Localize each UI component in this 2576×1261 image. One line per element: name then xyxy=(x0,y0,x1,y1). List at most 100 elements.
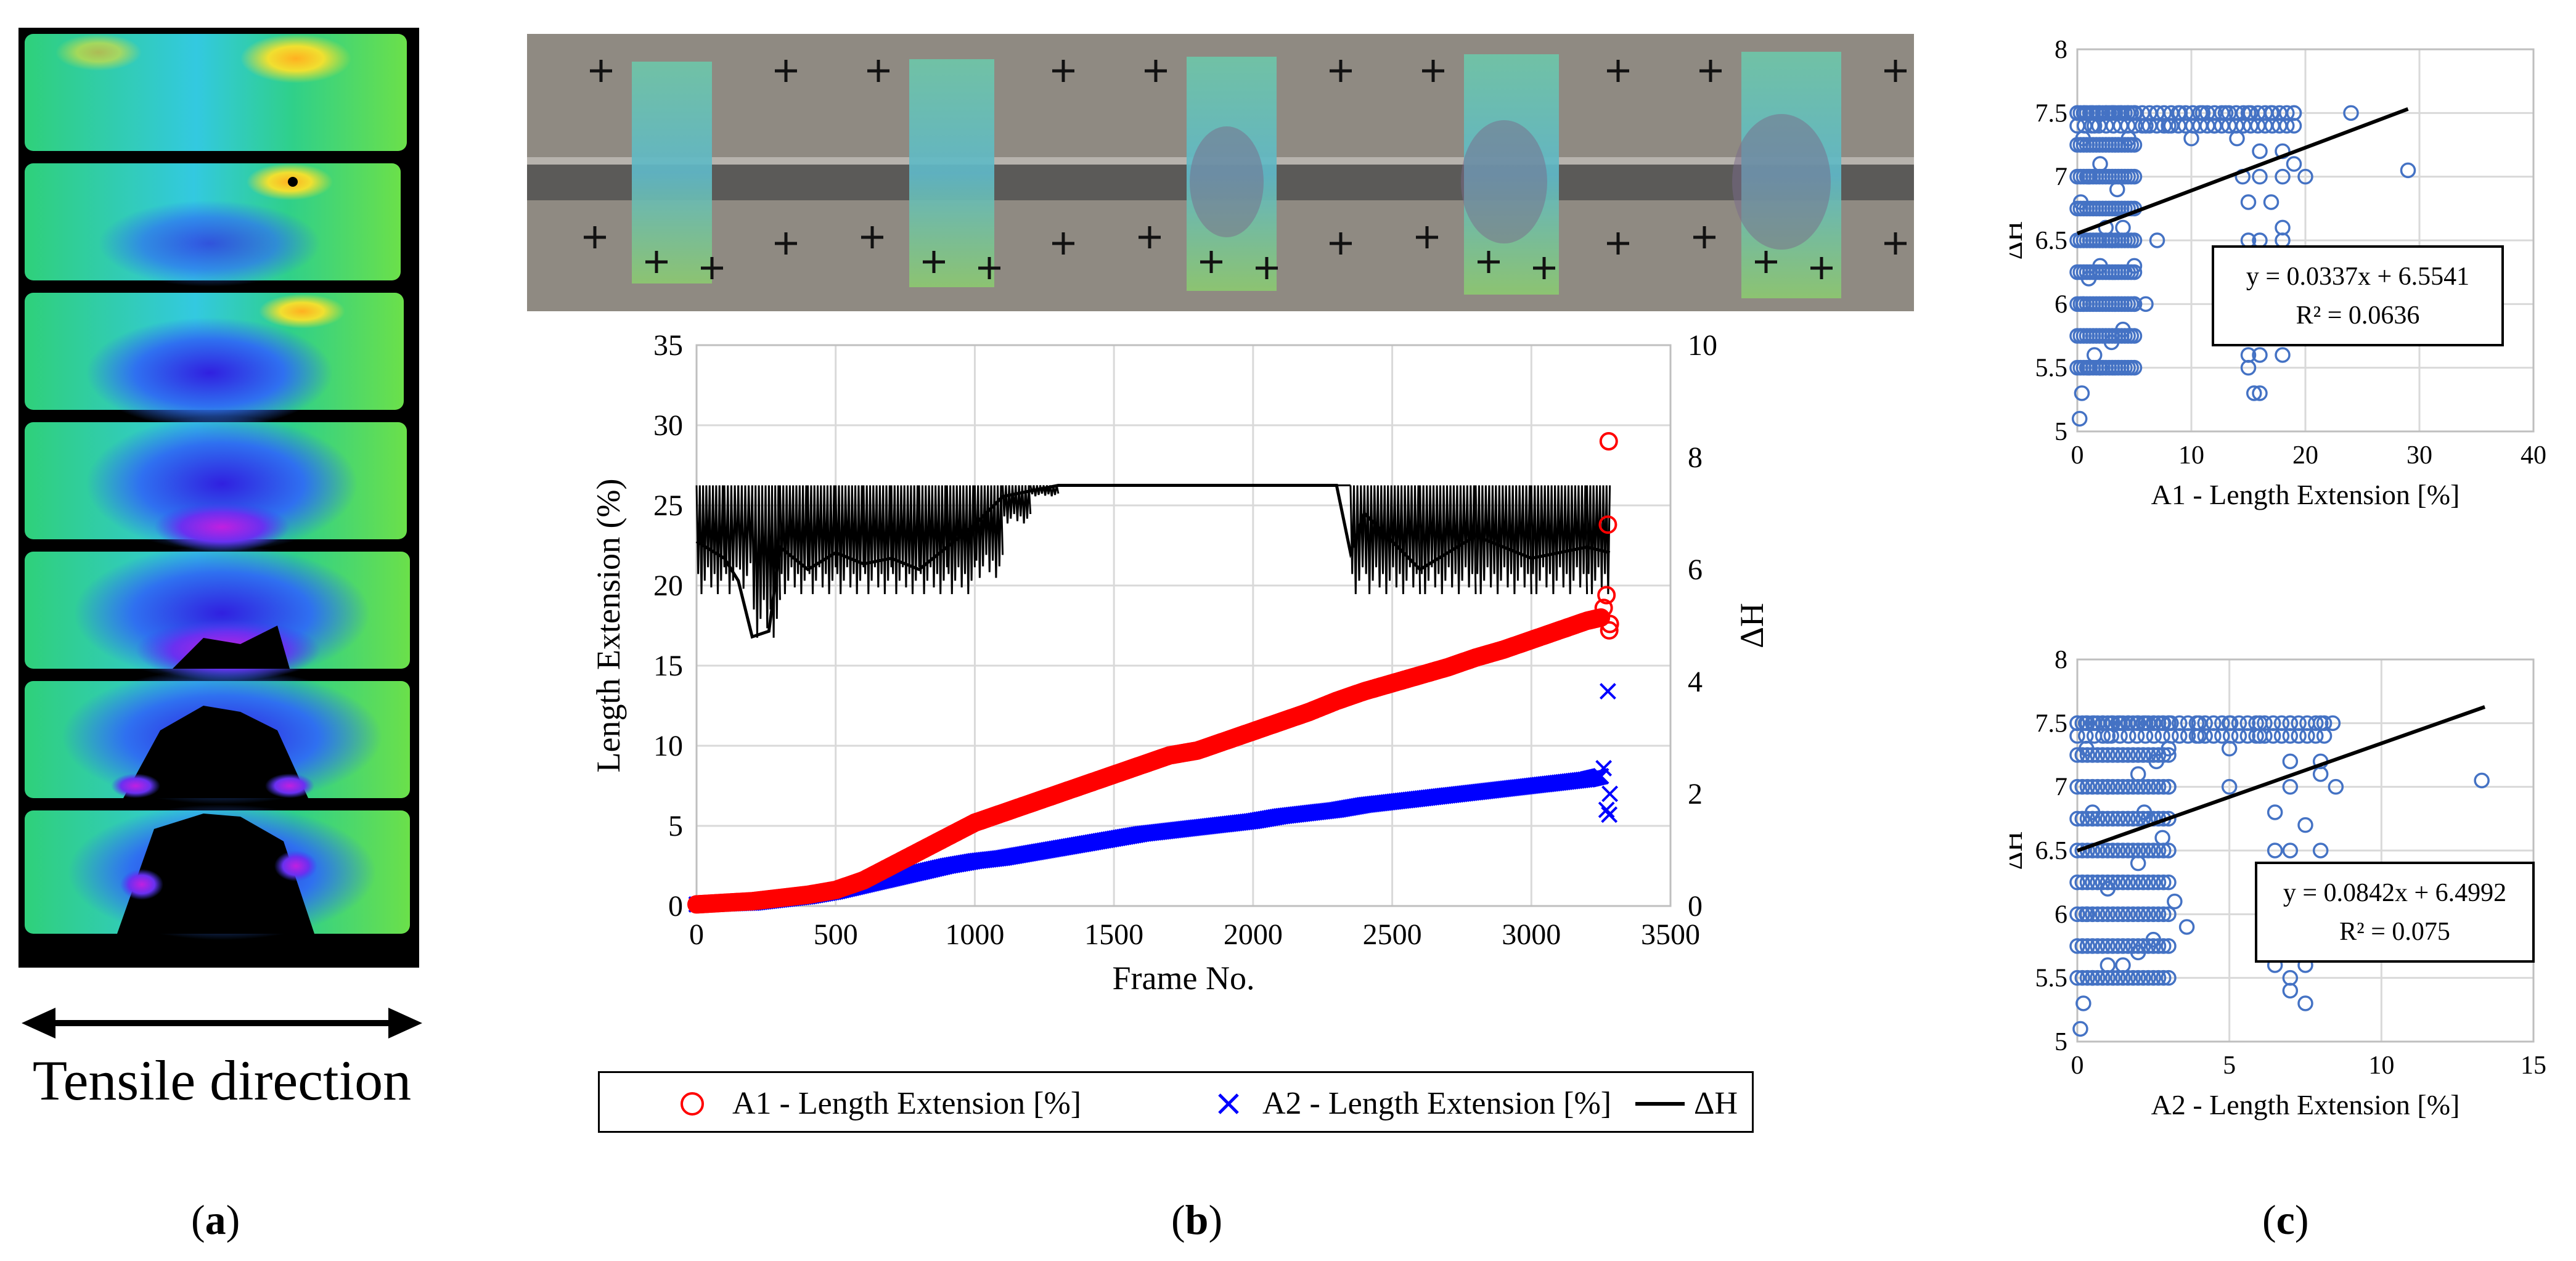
scatter-point xyxy=(2150,938,2167,954)
scatter-point xyxy=(2120,969,2136,986)
crosshair-marker xyxy=(1607,60,1629,82)
scatter-point xyxy=(2135,938,2151,954)
crosshair-marker xyxy=(1416,226,1438,248)
scatter-point xyxy=(2110,747,2126,763)
crosshair-marker xyxy=(867,60,889,82)
crosshair-marker xyxy=(1422,60,1444,82)
scatter-point xyxy=(2282,843,2299,859)
scatter-point xyxy=(2140,874,2156,891)
scatter-point xyxy=(2163,728,2179,744)
scatter-point xyxy=(2474,772,2490,789)
scatter-point xyxy=(2214,728,2230,744)
scatter-point xyxy=(2145,778,2162,795)
scatter-point xyxy=(2140,843,2156,859)
strain-map-stack xyxy=(18,28,419,968)
scatter-point xyxy=(2079,906,2096,923)
scatter-point xyxy=(2299,728,2315,744)
scatter-point xyxy=(2265,728,2281,744)
scatter-point xyxy=(2069,906,2085,923)
scatter-point xyxy=(2167,893,2183,910)
y2-tick-label: 6 xyxy=(1688,553,1703,586)
scatter-point xyxy=(2079,778,2096,795)
scatter-point xyxy=(2095,810,2111,827)
scatter-point xyxy=(2286,118,2302,134)
y-tick-label: 0 xyxy=(668,890,683,923)
strip-1 xyxy=(25,34,407,151)
scatter-point xyxy=(2120,747,2136,763)
scatter-point xyxy=(2074,810,2090,827)
scatter-point xyxy=(2103,728,2120,744)
scatter-point xyxy=(2130,874,2146,891)
scatter-point xyxy=(2074,969,2090,986)
photo-frame xyxy=(1637,34,1914,311)
scatter-point xyxy=(2282,728,2299,744)
scatter-point xyxy=(2075,995,2091,1011)
a1-point xyxy=(1600,614,1619,634)
y-tick-label: 7.5 xyxy=(2035,99,2068,128)
dh-band-segment xyxy=(737,485,753,589)
scatter-point xyxy=(2240,194,2257,210)
dh-band-segment xyxy=(767,485,781,638)
scatter-point xyxy=(2100,810,2116,827)
scatter-point xyxy=(2252,143,2268,160)
legend-a1-label: A1 - Length Extension [%] xyxy=(732,1086,1082,1121)
scatter-point xyxy=(2115,747,2131,763)
scatter-point xyxy=(2079,969,2096,986)
a2-point xyxy=(1595,759,1613,777)
y-axis-label: ΔH xyxy=(2010,221,2028,260)
scatter-point xyxy=(2125,938,2141,954)
photo-frame xyxy=(1359,34,1637,311)
scatter-point xyxy=(2125,906,2141,923)
scatter-point xyxy=(2074,843,2090,859)
scatter-point xyxy=(2100,938,2116,954)
scatter-point xyxy=(2145,747,2162,763)
y-tick-label: 5 xyxy=(668,810,683,843)
scatter-point xyxy=(2150,906,2167,923)
scatter-point xyxy=(2135,843,2151,859)
dh-band-segment xyxy=(779,485,809,595)
scatter-point xyxy=(2343,105,2359,121)
x-tick-label: 15 xyxy=(2521,1051,2546,1080)
x-tick-label: 40 xyxy=(2521,441,2546,470)
scatter-point xyxy=(2100,874,2116,891)
photo-frame xyxy=(804,34,1082,311)
scatter-point xyxy=(2079,747,2096,763)
scatter-point xyxy=(2178,919,2195,935)
scatter-point xyxy=(2140,778,2156,795)
y-tick-label: 5 xyxy=(2055,418,2067,446)
scatter-point xyxy=(2297,995,2313,1011)
scatter-point xyxy=(2146,728,2162,744)
panel-b: 0 500 1000 1500 2000 2500 3000 3500 0 5 10 15 20 25 30… xyxy=(512,0,1914,1261)
scatter-point xyxy=(2161,810,2177,827)
y-tick-label: 35 xyxy=(653,329,683,362)
x-axis-label: Frame No. xyxy=(1113,960,1255,997)
legend-a2-marker xyxy=(1218,1093,1239,1114)
crosshair-marker xyxy=(1330,60,1352,82)
scatter-point xyxy=(2161,906,2177,923)
y-tick-label: 6.5 xyxy=(2035,837,2068,865)
photo-frame xyxy=(527,34,804,311)
x-axis-label: A1 - Length Extension [%] xyxy=(2151,479,2460,510)
r-squared-text: R² = 0.0636 xyxy=(2296,301,2420,330)
scatter-point xyxy=(2156,778,2172,795)
x-tick-label: 2500 xyxy=(1363,918,1422,951)
scatter-point xyxy=(2156,938,2172,954)
scatter-point xyxy=(2074,938,2090,954)
scatter-point xyxy=(2084,747,2101,763)
scatter-point xyxy=(2150,747,2167,763)
scatter-point xyxy=(2084,810,2101,827)
crosshair-marker xyxy=(978,257,1000,279)
scatter-point xyxy=(2231,728,2247,744)
scatter-point xyxy=(2291,728,2307,744)
y-tick-label: 30 xyxy=(653,409,683,442)
scatter-point xyxy=(2239,728,2256,744)
scatter-point xyxy=(2145,906,2162,923)
caption-a: (a) xyxy=(191,1196,240,1243)
scatter-point xyxy=(2100,843,2116,859)
scatter-point xyxy=(2079,938,2096,954)
scatter-point xyxy=(2161,938,2177,954)
scatter-point xyxy=(2156,747,2172,763)
scatter-point xyxy=(2110,906,2126,923)
scatter-point xyxy=(2145,969,2162,986)
y2-tick-label: 0 xyxy=(1688,890,1703,923)
